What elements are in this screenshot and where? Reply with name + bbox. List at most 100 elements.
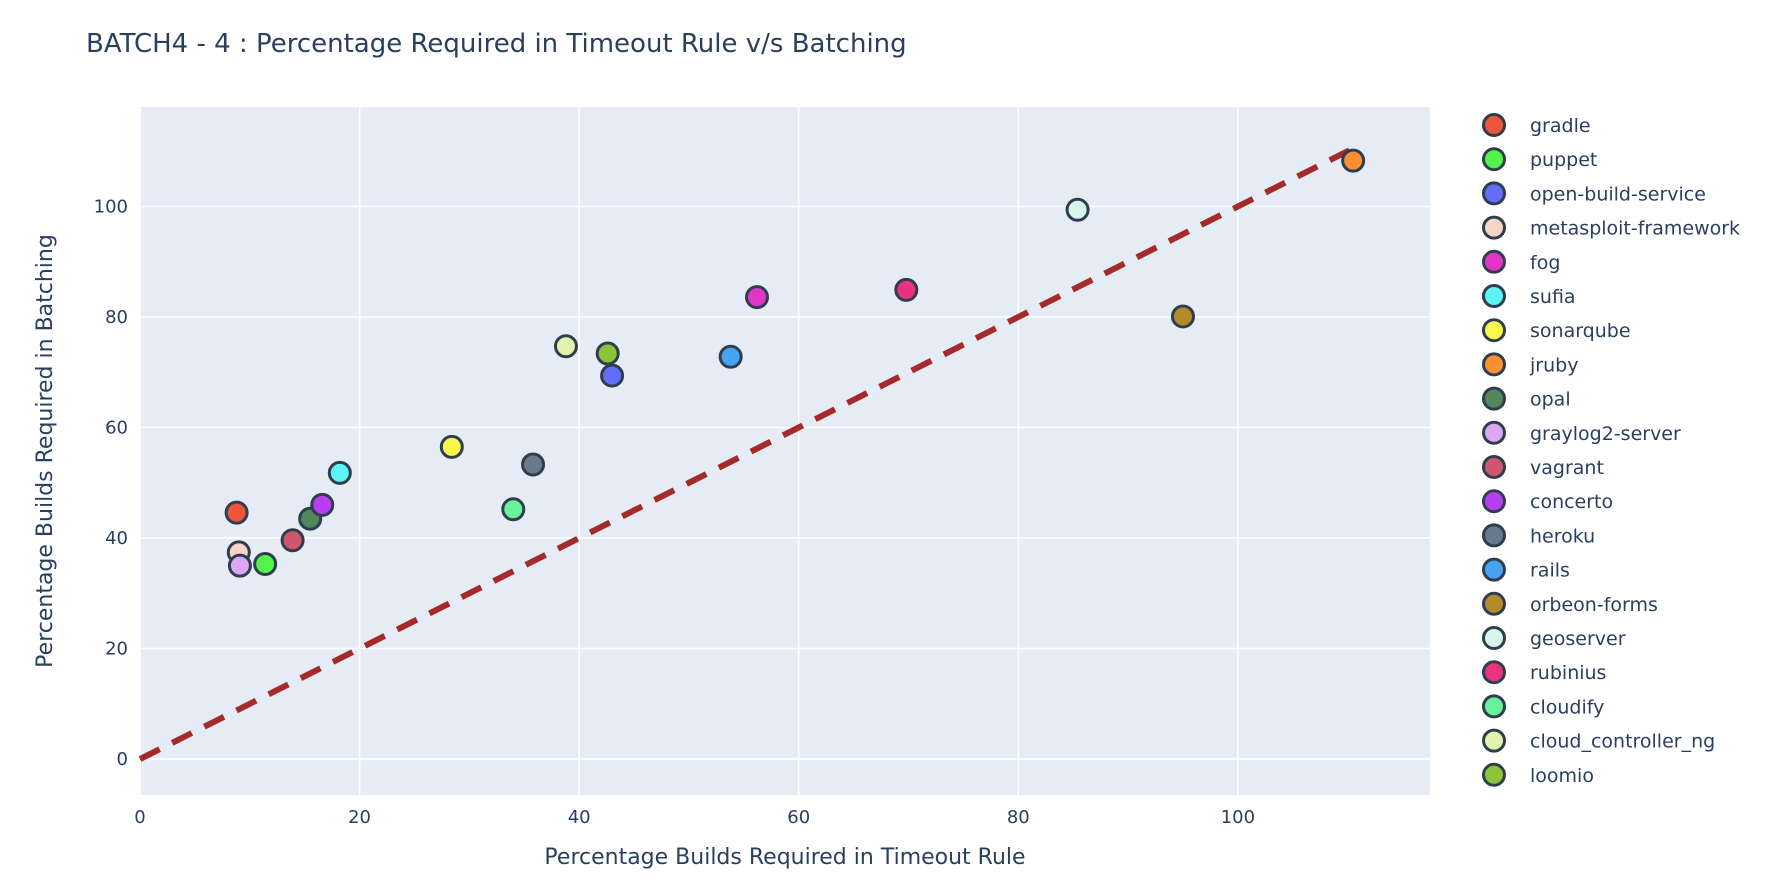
x-axis-title: Percentage Builds Required in Timeout Ru… [544,845,1025,870]
legend-marker-icon [1482,660,1506,685]
plot-area [140,107,1430,795]
legend-label: orbeon-forms [1530,594,1658,616]
data-point-open-build-service [600,363,625,388]
data-point-concerto [310,492,335,517]
x-tick-label: 60 [787,807,810,828]
legend-item-rails[interactable]: rails [1482,557,1570,582]
legend-marker-icon [1482,455,1506,479]
legend-marker-icon [1482,215,1506,240]
legend-item-open-build-service[interactable]: open-build-service [1482,181,1706,206]
legend-marker-icon [1482,420,1506,445]
legend-item-concerto[interactable]: concerto [1482,489,1614,514]
legend-label: cloud_controller_ng [1530,731,1715,753]
data-point-gradle [224,500,249,525]
legend-marker-icon [1482,147,1506,172]
legend-item-sufia[interactable]: sufia [1482,284,1576,309]
y-tick-label: 60 [105,418,128,439]
x-axis-ticks: 0 20 40 60 80 100 [134,807,1255,828]
x-tick-label: 100 [1221,807,1255,828]
legend-marker-icon [1482,113,1506,137]
legend-item-metasploit-framework[interactable]: metasploit-framework [1482,215,1741,240]
x-tick-label: 20 [348,807,371,828]
data-point-heroku [521,452,546,477]
legend-item-jruby[interactable]: jruby [1482,352,1579,377]
legend-label: heroku [1530,525,1595,547]
legend-label: fog [1530,252,1560,274]
legend-label: vagrant [1530,457,1604,479]
legend-item-gradle[interactable]: gradle [1482,113,1591,138]
legend-marker-icon [1482,249,1506,274]
y-axis-title: Percentage Builds Required in Batching [33,234,58,668]
legend-marker-icon [1482,694,1506,719]
legend-item-heroku[interactable]: heroku [1482,523,1596,548]
legend-item-fog[interactable]: fog [1482,249,1561,274]
legend-label: sonarqube [1530,320,1631,342]
legend-item-cloudify[interactable]: cloudify [1482,694,1605,719]
data-point-loomio [595,341,620,366]
data-point-sufia [327,460,352,485]
legend-label: jruby [1529,354,1578,376]
legend-item-loomio[interactable]: loomio [1482,762,1594,787]
data-point-rails [718,344,743,369]
data-point-sonarqube [439,434,464,459]
legend-item-sonarqube[interactable]: sonarqube [1482,318,1631,343]
data-point-fog [745,285,770,310]
data-point-graylog2-server [227,553,252,578]
legend-label: concerto [1530,491,1613,513]
legend-item-orbeon-forms[interactable]: orbeon-forms [1482,591,1658,616]
y-tick-label: 80 [105,307,128,328]
legend-label: geoserver [1530,628,1626,650]
legend-label: metasploit-framework [1530,218,1740,240]
x-tick-label: 40 [568,807,591,828]
legend-label: puppet [1530,149,1597,171]
legend-label: rails [1530,560,1570,582]
legend-label: open-build-service [1530,183,1706,205]
y-axis-ticks: 0 20 40 60 80 100 [94,196,128,770]
legend-label: rubinius [1530,662,1606,684]
data-points [224,148,1366,578]
legend-label: opal [1530,389,1571,411]
legend-marker-icon [1482,523,1506,548]
legend-item-cloud_controller_ng[interactable]: cloud_controller_ng [1482,728,1716,753]
legend-item-graylog2-server[interactable]: graylog2-server [1482,420,1682,445]
legend-marker-icon [1482,626,1506,650]
y-tick-label: 40 [105,528,128,549]
legend-label: sufia [1530,286,1576,308]
data-point-puppet [253,552,278,577]
legend-marker-icon [1482,284,1506,308]
legend-item-puppet[interactable]: puppet [1482,147,1598,172]
chart-title: BATCH4 - 4 : Percentage Required in Time… [86,29,907,59]
gridlines [139,107,1430,795]
legend-marker-icon [1482,386,1506,411]
legend-item-vagrant[interactable]: vagrant [1482,455,1604,480]
data-point-vagrant [280,528,305,553]
y-tick-label: 20 [105,639,128,660]
y-tick-label: 0 [117,749,128,770]
data-point-jruby [1341,148,1366,173]
legend-item-geoserver[interactable]: geoserver [1482,626,1626,651]
data-point-cloudify [501,497,526,522]
legend-marker-icon [1482,181,1506,206]
data-point-geoserver [1065,197,1090,222]
legend-marker-icon [1482,557,1506,582]
y-tick-label: 100 [94,196,128,217]
x-tick-label: 0 [134,807,145,828]
legend-marker-icon [1482,728,1506,753]
legend-marker-icon [1482,352,1506,377]
legend-label: gradle [1530,115,1591,137]
legend[interactable]: gradle puppet open-build-service metasploit… [1482,113,1741,787]
data-point-cloud_controller_ng [553,334,578,359]
reference-line [138,143,1360,762]
data-point-rubinius [894,277,919,302]
legend-item-rubinius[interactable]: rubinius [1482,660,1607,685]
legend-marker-icon [1482,591,1506,616]
legend-label: graylog2-server [1530,423,1681,445]
legend-marker-icon [1482,489,1506,514]
legend-marker-icon [1482,762,1506,787]
legend-item-opal[interactable]: opal [1482,386,1571,411]
x-tick-label: 80 [1007,807,1030,828]
data-point-orbeon-forms [1170,304,1195,329]
legend-marker-icon [1482,318,1506,343]
legend-label: loomio [1530,765,1594,787]
